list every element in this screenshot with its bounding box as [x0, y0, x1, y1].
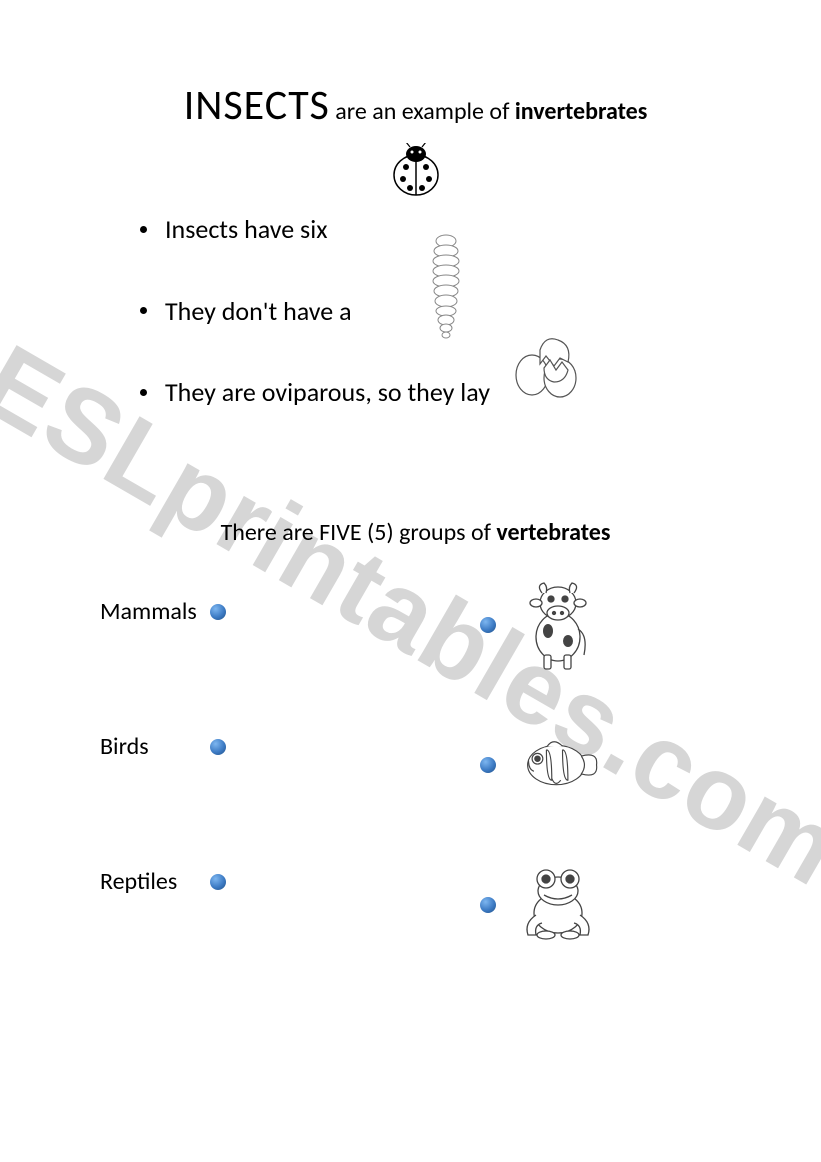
bullet-dot-icon — [140, 389, 147, 396]
title-main: INSECTS — [184, 80, 330, 131]
bullet-list: Insects have six They don't have a — [100, 213, 731, 408]
spine-illustration — [422, 233, 470, 348]
bullet-text: They are oviparous, so they lay — [165, 376, 490, 408]
match-label-mammals: Mammals — [100, 597, 226, 626]
bullet-item: They don't have a — [140, 273, 731, 348]
cow-illustration — [516, 582, 601, 667]
bluedot-icon — [210, 874, 226, 890]
worksheet-page: INSECTS are an example of invertebrates … — [0, 0, 821, 1057]
bullet-text: Insects have six — [165, 213, 327, 245]
section2-pre: There are FIVE (5) groups of — [221, 518, 497, 547]
bullet-text: They don't have a — [165, 295, 352, 327]
page-title: INSECTS are an example of invertebrates — [100, 80, 731, 131]
eggs-illustration — [510, 330, 590, 405]
bluedot-icon — [210, 739, 226, 755]
bullet-dot-icon — [140, 226, 147, 233]
match-animal-frog — [480, 862, 601, 947]
ladybug-illustration — [100, 143, 731, 203]
section2-title: There are FIVE (5) groups of vertebrates — [100, 518, 731, 547]
bluedot-icon — [480, 897, 496, 913]
match-label-text: Mammals — [100, 597, 210, 626]
frog-illustration — [516, 862, 601, 947]
bluedot-icon — [480, 617, 496, 633]
title-bold: invertebrates — [515, 97, 647, 126]
bullet-item: They are oviparous, so they lay — [140, 376, 731, 408]
section2-bold: vertebrates — [496, 518, 610, 547]
match-label-text: Reptiles — [100, 867, 210, 896]
bluedot-icon — [210, 604, 226, 620]
matching-exercise: Mammals Birds Reptiles — [100, 597, 731, 1017]
bluedot-icon — [480, 757, 496, 773]
bullet-dot-icon — [140, 307, 147, 314]
match-animal-fish — [480, 722, 601, 807]
title-rest: are an example of — [330, 97, 515, 126]
match-animal-cow — [480, 582, 601, 667]
fish-illustration — [516, 722, 601, 807]
match-label-reptiles: Reptiles — [100, 867, 226, 896]
match-label-text: Birds — [100, 732, 210, 761]
match-label-birds: Birds — [100, 732, 226, 761]
